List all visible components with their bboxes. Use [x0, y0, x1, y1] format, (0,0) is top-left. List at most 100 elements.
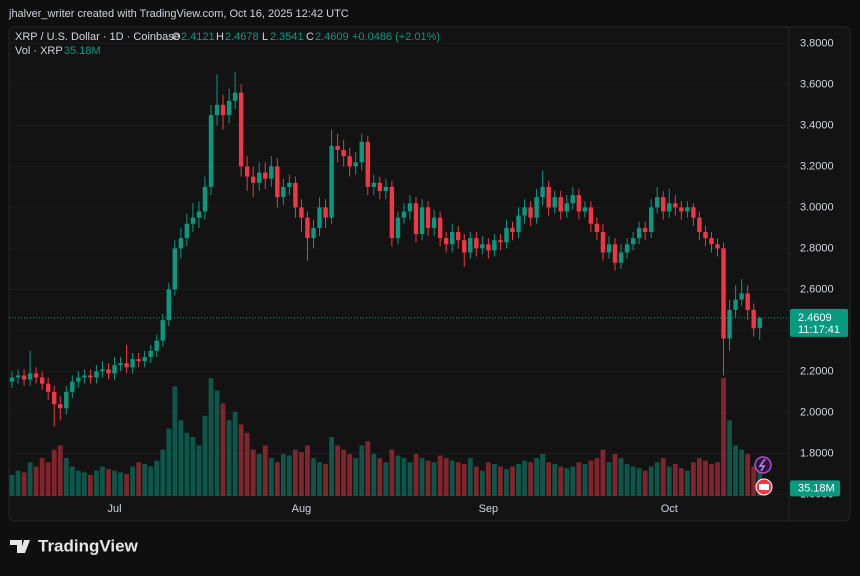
candle-body	[154, 340, 159, 351]
candle-body	[492, 240, 497, 251]
volume-bar	[244, 432, 250, 496]
candle-body	[124, 363, 129, 368]
candle-body	[15, 375, 21, 378]
candle-body	[341, 149, 346, 157]
volume-bar	[558, 466, 564, 496]
candle-body	[679, 207, 684, 212]
candle-body	[522, 207, 527, 216]
volume-bar	[202, 415, 208, 496]
candle-body	[94, 371, 99, 378]
volume-bar	[184, 432, 190, 496]
candle-body	[136, 359, 141, 362]
header-text: jhalver_writer created with TradingView.…	[8, 8, 349, 20]
volume-title: Vol · XRP	[15, 45, 63, 57]
x-tick-label: Oct	[661, 503, 678, 515]
flag-icon-stripe	[759, 484, 769, 490]
volume-bar	[347, 453, 353, 496]
volume-bar	[431, 462, 437, 496]
volume-bar	[196, 445, 202, 496]
candle-body	[202, 186, 208, 212]
candle-body	[486, 244, 491, 251]
event-icon-glyph	[758, 458, 766, 472]
volume-bar	[697, 458, 702, 496]
candle-body	[293, 182, 298, 208]
volume-bar	[329, 437, 334, 496]
volume-bar	[546, 462, 552, 496]
candle-body	[703, 231, 708, 239]
candle-body	[468, 238, 473, 253]
candle-body	[329, 145, 334, 218]
candle-body	[618, 252, 624, 263]
volume-bar	[690, 462, 696, 496]
candle-body	[648, 207, 654, 232]
volume-bar	[654, 462, 660, 496]
candle-body	[371, 182, 376, 187]
volume-bar	[534, 458, 540, 496]
volume-bar	[709, 463, 714, 496]
candle-body	[33, 373, 39, 378]
y-tick-label: 3.4000	[800, 119, 834, 131]
candle-body	[661, 197, 666, 212]
candle-body	[39, 377, 45, 384]
volume-bar	[317, 462, 322, 496]
candle-body	[45, 383, 51, 392]
candle-body	[673, 203, 678, 208]
candle-body	[347, 156, 352, 167]
candle-body	[232, 92, 238, 101]
candle-body	[196, 211, 202, 218]
candle-body	[636, 227, 642, 239]
volume-bar	[492, 463, 497, 496]
volume-bar	[461, 463, 467, 496]
candle-body	[190, 217, 196, 224]
volume-value: 35.18M	[64, 45, 101, 57]
volume-bar	[564, 468, 570, 496]
ohlc-letter: H	[216, 31, 224, 43]
candle-body	[594, 223, 600, 232]
y-tick-label: 2.2000	[800, 365, 834, 377]
candle-body	[317, 207, 322, 228]
candle-body	[456, 231, 461, 241]
candle-body	[655, 197, 660, 208]
volume-bar	[522, 460, 527, 496]
candle-body	[238, 92, 244, 167]
volume-bar	[485, 462, 491, 496]
candle-body	[395, 217, 401, 239]
volume-bar	[136, 462, 142, 496]
candle-body	[52, 391, 57, 405]
candle-body	[600, 231, 606, 253]
candle-body	[449, 231, 455, 245]
y-tick-label: 2.8000	[800, 242, 834, 254]
candle-body	[733, 299, 738, 310]
volume-bar	[262, 445, 268, 496]
candle-body	[305, 217, 310, 239]
candle-body	[220, 104, 226, 116]
candle-body	[431, 217, 437, 228]
y-tick-label: 3.6000	[800, 78, 834, 90]
price-change: +0.0486 (+2.01%)	[352, 31, 440, 43]
candle-body	[214, 104, 220, 116]
candle-body	[27, 373, 33, 380]
volume-bar	[311, 458, 316, 496]
volume-bar	[715, 462, 720, 496]
candle-body	[226, 100, 232, 116]
volume-bar	[142, 463, 148, 496]
candle-body	[480, 244, 485, 249]
volume-bar	[582, 463, 588, 496]
volume-bar	[473, 466, 479, 496]
candle-body	[685, 207, 690, 212]
volume-bar	[479, 470, 485, 496]
candle-body	[389, 186, 395, 239]
volume-bar	[87, 474, 93, 496]
volume-bar	[395, 455, 401, 496]
ohlc-value: 2.4121	[181, 31, 215, 43]
candle-body	[528, 207, 533, 218]
volume-bar	[353, 458, 359, 496]
candle-body	[130, 359, 135, 368]
candle-body	[564, 203, 569, 212]
y-tick-label: 3.8000	[800, 37, 834, 49]
ohlc-letter: L	[262, 31, 268, 43]
volume-bar	[467, 458, 473, 496]
candle-body	[667, 203, 672, 212]
